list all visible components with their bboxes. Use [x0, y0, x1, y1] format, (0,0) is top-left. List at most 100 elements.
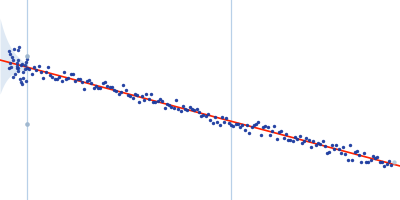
Point	[65, 76, 72, 79]
Point	[54, 77, 60, 80]
Point	[374, 156, 381, 159]
Point	[120, 83, 126, 86]
Point	[294, 138, 300, 141]
Point	[290, 139, 296, 142]
Point	[109, 86, 115, 89]
Point	[283, 132, 289, 135]
Point	[72, 79, 78, 82]
Point	[356, 153, 362, 156]
Point	[23, 61, 29, 64]
Point	[33, 68, 40, 72]
Point	[260, 125, 266, 129]
Point	[20, 70, 27, 73]
Point	[177, 109, 184, 112]
Point	[196, 110, 202, 113]
Point	[271, 124, 278, 128]
Point	[349, 159, 356, 162]
Point	[166, 103, 172, 106]
Point	[16, 77, 23, 80]
Point	[216, 124, 223, 127]
Point	[198, 114, 204, 117]
Point	[74, 78, 81, 81]
Point	[175, 107, 182, 110]
Point	[63, 77, 69, 80]
Point	[106, 85, 113, 89]
Point	[145, 97, 152, 100]
Point	[84, 79, 90, 82]
Point	[61, 70, 67, 73]
Point	[391, 160, 397, 164]
Point	[148, 92, 154, 95]
Point	[326, 151, 332, 154]
Point	[24, 54, 30, 58]
Point	[388, 163, 394, 166]
Point	[235, 122, 241, 126]
Point	[154, 99, 161, 102]
Point	[52, 77, 58, 80]
Point	[303, 136, 310, 139]
Point	[13, 66, 20, 69]
Point	[228, 124, 234, 127]
Point	[90, 87, 97, 90]
Point	[111, 89, 117, 92]
Point	[191, 109, 198, 112]
Point	[223, 117, 230, 120]
Point	[6, 52, 13, 56]
Point	[81, 87, 88, 90]
Point	[47, 73, 53, 76]
Point	[248, 126, 255, 129]
Point	[207, 118, 214, 121]
Point	[16, 45, 22, 49]
Point	[299, 142, 305, 145]
Point	[31, 66, 37, 69]
Point	[205, 113, 211, 116]
Point	[164, 102, 170, 105]
Point	[88, 81, 94, 84]
Point	[19, 62, 26, 66]
Point	[308, 146, 314, 149]
Point	[285, 139, 291, 142]
Point	[324, 152, 330, 155]
Point	[381, 164, 388, 168]
Point	[18, 63, 24, 66]
Point	[335, 147, 342, 150]
Point	[232, 123, 239, 126]
Point	[113, 90, 120, 93]
Point	[95, 87, 101, 90]
Point	[186, 106, 193, 109]
Point	[159, 99, 166, 103]
Point	[379, 160, 385, 163]
Point	[97, 86, 104, 89]
Point	[264, 126, 271, 129]
Point	[132, 93, 138, 96]
Point	[129, 97, 136, 100]
Point	[77, 77, 83, 80]
Point	[246, 131, 252, 134]
Point	[24, 66, 30, 69]
Point	[370, 154, 376, 158]
Point	[79, 81, 85, 84]
Point	[301, 139, 308, 143]
Point	[347, 144, 353, 147]
Point	[19, 83, 25, 86]
Point	[141, 99, 147, 102]
Point	[104, 84, 110, 88]
Point	[118, 91, 124, 94]
Point	[6, 49, 13, 52]
Point	[312, 144, 319, 147]
Point	[10, 75, 16, 78]
Point	[376, 161, 383, 164]
Point	[322, 144, 328, 147]
Point	[200, 114, 207, 117]
Point	[49, 75, 56, 79]
Point	[180, 105, 186, 108]
Point	[267, 133, 273, 136]
Point	[237, 125, 243, 128]
Point	[214, 121, 220, 124]
Point	[168, 105, 175, 109]
Point	[134, 93, 140, 97]
Point	[18, 81, 24, 84]
Point	[93, 85, 99, 88]
Point	[143, 92, 150, 95]
Point	[360, 151, 367, 154]
